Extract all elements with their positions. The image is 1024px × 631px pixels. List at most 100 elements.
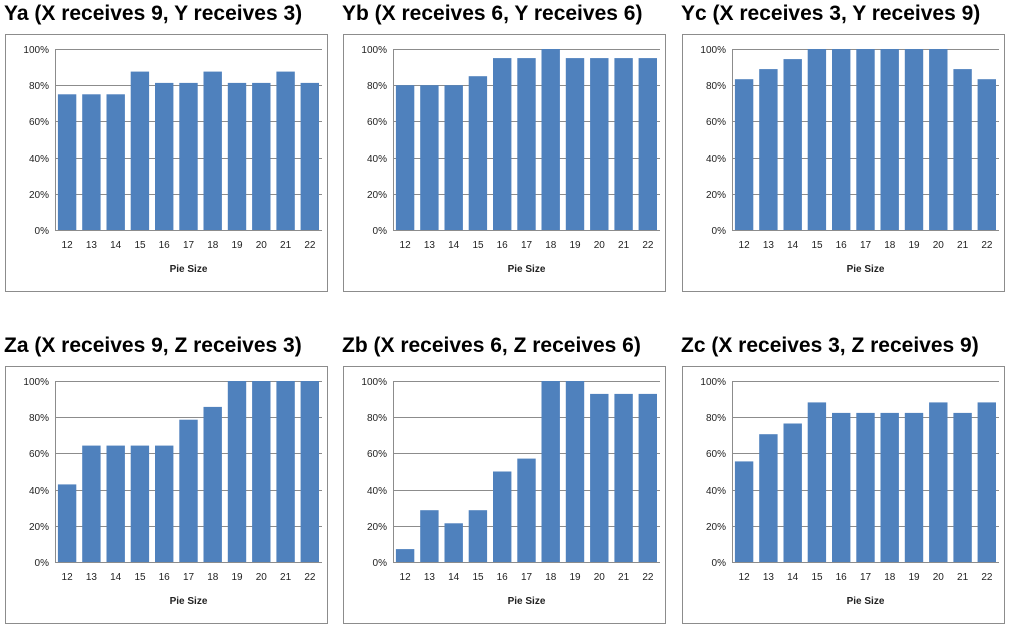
bar xyxy=(468,76,488,230)
y-tick-label: 0% xyxy=(373,226,388,237)
chart-title: Ya (X receives 9, Y receives 3) xyxy=(4,2,303,25)
x-tick-label: 15 xyxy=(472,572,484,583)
y-tick-label: 20% xyxy=(367,190,387,201)
x-tick-label: 21 xyxy=(957,572,969,583)
x-tick-label: 13 xyxy=(86,240,98,251)
chart-frame: 0% 20% 40% 60% 80% 100% 12 13 14 15 16 17 18 19 20 21 22… xyxy=(5,366,328,624)
bar xyxy=(638,393,657,562)
bar xyxy=(252,381,271,562)
bar xyxy=(880,49,899,230)
chart-panel-yb: Yb (X receives 6, Y receives 6) 0% 20% 40%… xyxy=(338,0,675,295)
x-axis-title: Pie Size xyxy=(170,596,208,607)
x-tick-label: 17 xyxy=(183,572,195,583)
bar xyxy=(590,393,609,562)
x-tick-label: 16 xyxy=(836,240,848,251)
bar xyxy=(832,49,851,230)
bar xyxy=(493,471,512,562)
bar xyxy=(977,79,996,230)
chart-frame: 0% 20% 40% 60% 80% 100% 12 13 14 15 16 17 18 19 20 21 22… xyxy=(343,34,666,292)
x-tick-label: 12 xyxy=(739,572,751,583)
x-tick-label: 22 xyxy=(304,240,316,251)
x-tick-label: 13 xyxy=(763,240,775,251)
y-tick-label: 20% xyxy=(367,522,387,533)
x-tick-label: 21 xyxy=(280,240,292,251)
x-tick-label: 18 xyxy=(207,572,219,583)
chart-title: Zc (X receives 3, Z receives 9) xyxy=(681,334,979,357)
y-tick-label: 80% xyxy=(29,413,49,424)
x-tick-label: 19 xyxy=(908,240,920,251)
chart-panel-ya: Ya (X receives 9, Y receives 3) 0% 20% 40%… xyxy=(0,0,337,295)
y-tick-label: 20% xyxy=(706,522,726,533)
bar xyxy=(929,49,948,230)
bar xyxy=(929,402,948,562)
bar xyxy=(300,82,319,231)
bar xyxy=(155,82,174,231)
x-tick-label: 19 xyxy=(231,240,243,251)
x-tick-label: 21 xyxy=(280,572,292,583)
y-tick-label: 60% xyxy=(367,117,387,128)
bar xyxy=(300,381,319,562)
bar xyxy=(82,94,101,231)
bar xyxy=(807,49,827,230)
bar xyxy=(57,94,77,231)
chart-frame: 0% 20% 40% 60% 80% 100% 12 13 14 15 16 17 18 19 20 21 22… xyxy=(5,34,328,292)
bar xyxy=(57,484,77,562)
y-tick-label: 20% xyxy=(29,522,49,533)
x-tick-label: 20 xyxy=(256,240,268,251)
bar xyxy=(856,412,875,562)
y-tick-label: 80% xyxy=(706,81,726,92)
bar xyxy=(420,85,439,230)
x-tick-label: 22 xyxy=(304,572,316,583)
y-tick-label: 40% xyxy=(706,486,726,497)
x-tick-label: 12 xyxy=(400,572,412,583)
bar-chart-za: 0% 20% 40% 60% 80% 100% 12 13 14 15 16 17 18 19 20 21 22… xyxy=(23,377,322,607)
bar xyxy=(130,71,150,230)
bar xyxy=(759,69,778,230)
bar xyxy=(468,510,488,562)
bar xyxy=(203,71,222,230)
y-tick-label: 0% xyxy=(373,558,388,569)
bar xyxy=(783,59,802,230)
y-tick-label: 0% xyxy=(712,558,727,569)
y-tick-label: 40% xyxy=(706,154,726,165)
x-tick-label: 22 xyxy=(981,572,993,583)
chart-title: Yb (X receives 6, Y receives 6) xyxy=(342,2,643,25)
x-tick-label: 15 xyxy=(134,572,146,583)
bar xyxy=(493,58,512,230)
bar xyxy=(252,82,271,231)
x-tick-label: 21 xyxy=(618,572,630,583)
x-axis-title: Pie Size xyxy=(847,596,885,607)
x-tick-label: 15 xyxy=(811,572,823,583)
x-tick-label: 13 xyxy=(424,240,436,251)
x-tick-label: 17 xyxy=(860,240,872,251)
x-tick-label: 18 xyxy=(545,240,557,251)
bar xyxy=(977,402,996,562)
y-tick-label: 60% xyxy=(29,449,49,460)
bar xyxy=(856,49,875,230)
chart-frame: 0% 20% 40% 60% 80% 100% 12 13 14 15 16 17 18 19 20 21 22… xyxy=(682,366,1005,624)
chart-panel-zb: Zb (X receives 6, Z receives 6) 0% 20% 40%… xyxy=(338,332,675,627)
y-tick-label: 80% xyxy=(367,81,387,92)
y-tick-label: 20% xyxy=(29,190,49,201)
bar-chart-ya: 0% 20% 40% 60% 80% 100% 12 13 14 15 16 17 18 19 20 21 22… xyxy=(23,45,322,275)
chart-panel-zc: Zc (X receives 3, Z receives 9) 0% 20% 40%… xyxy=(677,332,1014,627)
chart-title: Za (X receives 9, Z receives 3) xyxy=(4,334,302,357)
bar xyxy=(953,412,972,562)
x-tick-label: 16 xyxy=(159,240,171,251)
x-tick-label: 21 xyxy=(618,240,630,251)
bar xyxy=(734,461,754,562)
y-tick-label: 40% xyxy=(29,154,49,165)
bar xyxy=(614,58,633,230)
y-tick-label: 20% xyxy=(706,190,726,201)
chart-panel-za: Za (X receives 9, Z receives 3) 0% 20% 40%… xyxy=(0,332,337,627)
y-tick-label: 0% xyxy=(712,226,727,237)
x-tick-label: 14 xyxy=(448,572,460,583)
bar xyxy=(395,85,415,230)
x-tick-label: 16 xyxy=(159,572,171,583)
x-tick-label: 22 xyxy=(642,572,654,583)
x-tick-label: 20 xyxy=(594,572,606,583)
bar xyxy=(565,381,585,562)
x-tick-label: 17 xyxy=(860,572,872,583)
bar xyxy=(395,549,415,562)
bar xyxy=(517,458,536,562)
